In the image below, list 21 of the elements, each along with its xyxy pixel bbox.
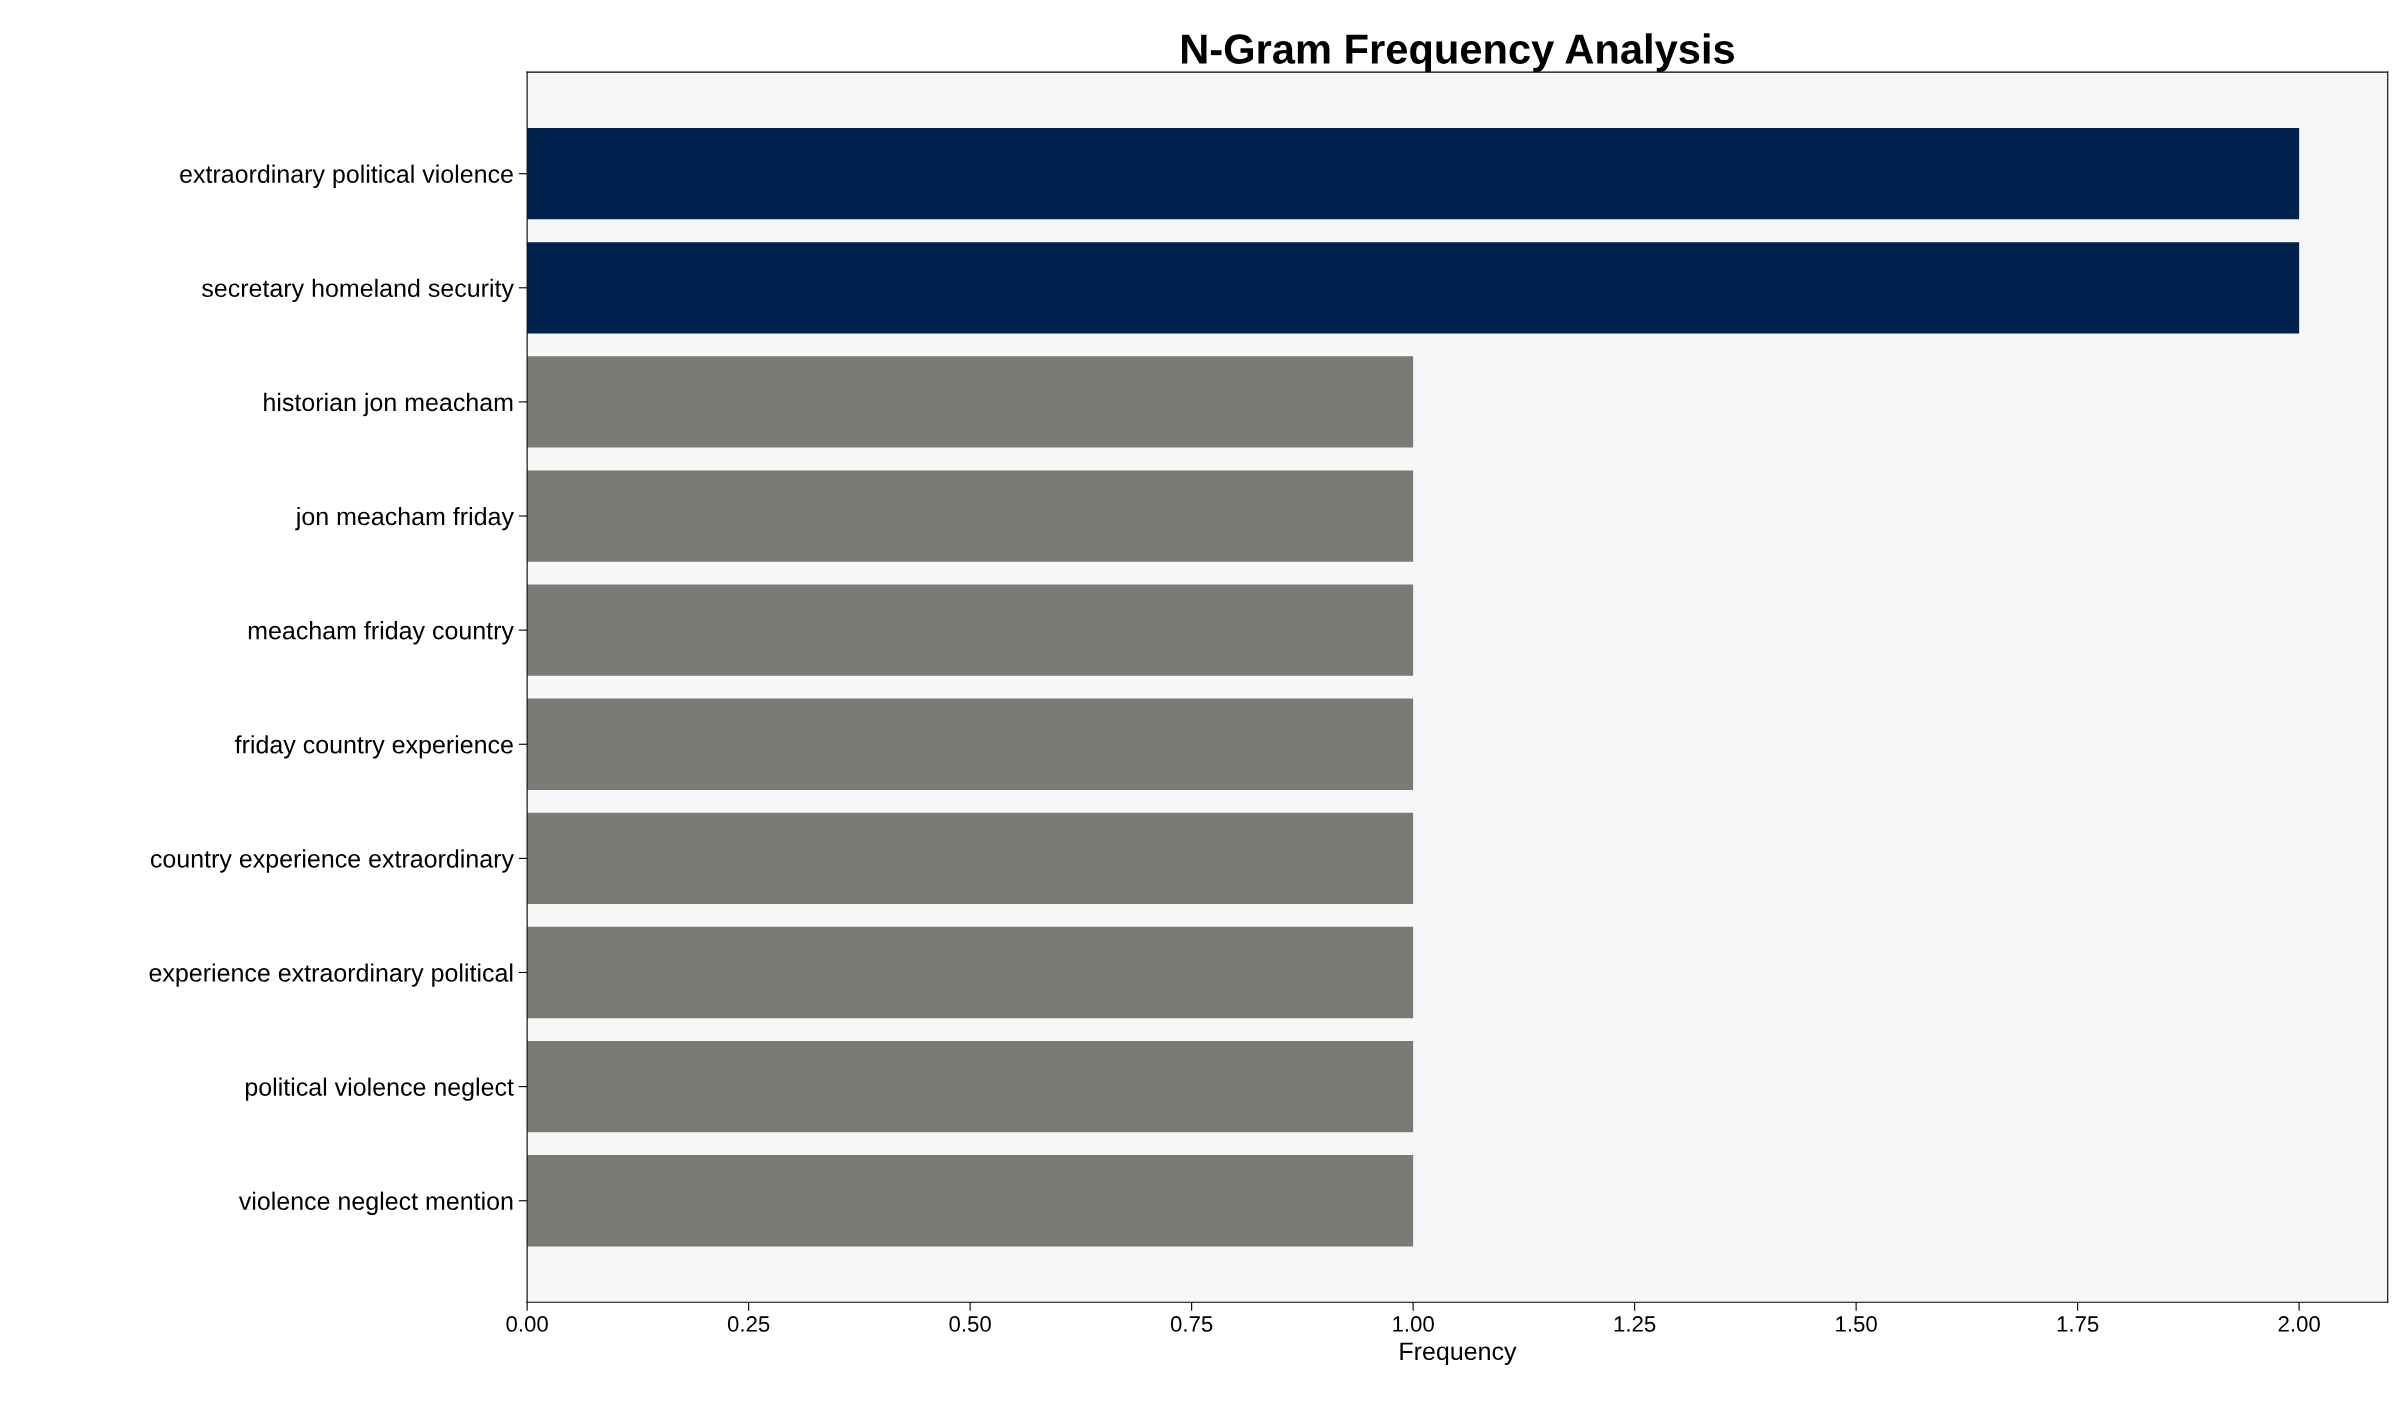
y-tick-label: historian jon meacham: [264, 392, 513, 417]
x-tick-label: 1.00: [1393, 1316, 1434, 1332]
x-tick-label: 0.00: [506, 1316, 548, 1332]
y-tick-label: jon meacham friday: [295, 506, 514, 531]
x-tick-label: 1.75: [2057, 1316, 2099, 1332]
y-tick-label: meacham friday country: [248, 621, 514, 645]
y-tick-label: country experience extraordinary: [150, 849, 514, 873]
y-tick-label: friday country experience: [235, 735, 513, 759]
y-tick-label: violence neglect mention: [238, 1191, 513, 1215]
x-tick-label: 1.25: [1614, 1316, 1656, 1332]
y-tick-label: political violence neglect: [245, 1077, 514, 1101]
x-tick-label: 2.00: [2278, 1316, 2320, 1332]
y-tick-label: extraordinary political violence: [180, 164, 513, 188]
y-tick-label: experience extraordinary political: [149, 963, 513, 987]
x-tick-label: 1.50: [1836, 1316, 1877, 1332]
y-tick-label: secretary homeland security: [202, 278, 514, 303]
x-tick-label: 0.50: [949, 1316, 991, 1332]
x-tick-label: 0.75: [1170, 1316, 1213, 1332]
x-tick-label: 0.25: [727, 1316, 770, 1332]
x-axis-title: Frequency: [1400, 1342, 1517, 1366]
chart-title: N-Gram Frequency Analysis: [1181, 33, 1734, 73]
